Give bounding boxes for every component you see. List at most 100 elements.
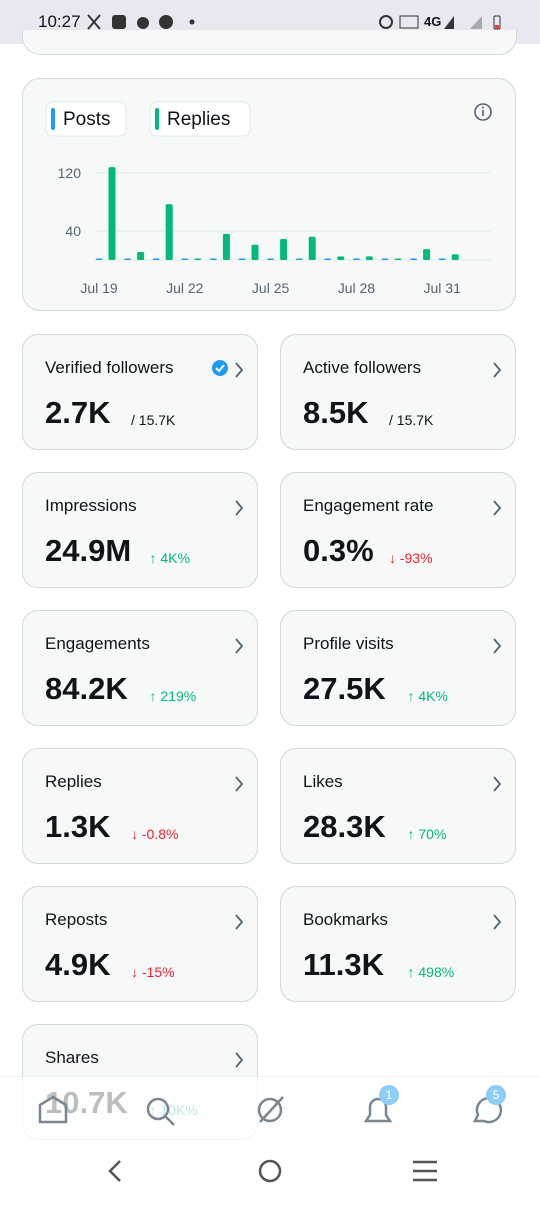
bar [423,249,431,260]
legend-item[interactable]: Posts [45,101,127,137]
legend-chip [149,101,251,137]
legend-label: Posts [63,109,111,130]
legend-item[interactable]: Replies [149,101,251,137]
back-button[interactable] [108,1160,121,1182]
info-icon-bar [482,110,484,116]
metric-card[interactable]: Active followers 8.5K / 15.7K [280,334,516,450]
nav-icons [38,1095,503,1126]
card-change: ↑ 219% [149,688,197,704]
card-value: 0.3% [303,533,374,568]
notification-icons [87,14,195,30]
bar [108,167,116,260]
card-value: 2.7K [45,395,111,430]
legend-swatch [155,108,159,130]
bar [308,236,316,260]
bar [295,258,303,260]
x-tick-label: Jul 25 [252,280,290,296]
metric-card[interactable]: Engagements 84.2K ↑ 219% [22,610,258,726]
x-tick-label: Jul 28 [338,280,376,296]
card-title: Likes [303,772,343,791]
card-change: ↑ 70% [407,826,447,842]
card-change: ↓ -0.8% [131,826,179,842]
card-total: / 15.7K [389,412,434,428]
chevron [235,362,244,378]
messages-badge: 5 [486,1085,506,1105]
bar [451,254,459,260]
bar [324,258,332,260]
chevron [493,500,502,516]
card-value: 8.5K [303,395,369,430]
metric-card[interactable]: Engagement rate 0.3% ↓ -93% [280,472,516,588]
card-title: Engagement rate [303,496,434,515]
x-tick-label: Jul 22 [166,280,204,296]
metric-card[interactable]: Impressions 24.9M ↑ 4K% [22,472,258,588]
card-title: Engagements [45,634,150,653]
card-value: 28.3K [303,809,386,844]
card-value: 11.3K [303,947,385,982]
previous-card [22,30,517,55]
home-button[interactable] [258,1159,282,1183]
bar [365,256,373,260]
x-tick-label: Jul 31 [424,280,462,296]
bar [251,244,259,260]
card-change: ↑ 4K% [407,688,448,704]
bar [209,258,217,260]
bar [352,258,360,260]
chevron [493,638,502,654]
metric-card[interactable]: Verified followers 2.7K / 15.7K [22,334,258,450]
bar [194,258,202,260]
chart: Posts Replies 40 120 Jul 19 Jul 22 Jul 25 Jul 2… [45,101,492,296]
y-tick-label: 40 [65,223,81,239]
recents-button[interactable] [413,1160,437,1182]
chart-card: Posts Replies 40 120 Jul 19 Jul 22 Jul 25 Jul 2… [22,78,516,311]
system-icons [379,15,501,30]
bar [165,204,173,260]
bar [394,258,402,260]
card-value: 1.3K [45,809,111,844]
search-icon[interactable] [146,1097,170,1121]
metric-card[interactable]: Bookmarks 11.3K ↑ 498% [280,886,516,1002]
card-change: ↓ -15% [131,964,175,980]
chevron [235,1052,244,1068]
info-icon-dot [482,106,484,109]
card-title: Profile visits [303,634,394,653]
bar [238,258,246,260]
grok-icon[interactable] [257,1097,283,1123]
card-change: ↑ 4K% [149,550,190,566]
x-tick-label: Jul 19 [80,280,118,296]
chevron [235,500,244,516]
card-title: Verified followers [45,358,174,377]
clock: 10:27 [38,12,81,31]
bar [280,238,288,260]
legend-chip [45,101,127,137]
chevron [235,776,244,792]
card-value: 24.9M [45,533,132,568]
chevron [235,914,244,930]
bar [124,258,132,260]
system-nav-icons [108,1159,437,1183]
card-title: Bookmarks [303,910,389,929]
chevron [493,776,502,792]
metric-card[interactable]: Reposts 4.9K ↓ -15% [22,886,258,1002]
chevron [493,362,502,378]
verified-badge [212,360,229,376]
home-icon[interactable] [38,1095,68,1124]
bar [337,256,345,260]
metric-card[interactable]: Likes 28.3K ↑ 70% [280,748,516,864]
metric-card[interactable]: Profile visits 27.5K ↑ 4K% [280,610,516,726]
bar [267,258,275,260]
card-change: ↓ -93% [389,550,433,566]
bar [381,258,389,260]
legend-swatch [51,108,55,130]
card-title: Active followers [303,358,422,377]
bar [95,258,103,260]
bottom-nav: 1 5 [0,1076,540,1141]
card-title: Shares [45,1048,99,1067]
card-title: Impressions [45,496,137,515]
bar [410,258,418,260]
bar [222,233,230,260]
card-total: / 15.7K [131,412,176,428]
metric-card[interactable]: Replies 1.3K ↓ -0.8% [22,748,258,864]
info-icon[interactable] [474,103,492,121]
bar [152,258,160,260]
